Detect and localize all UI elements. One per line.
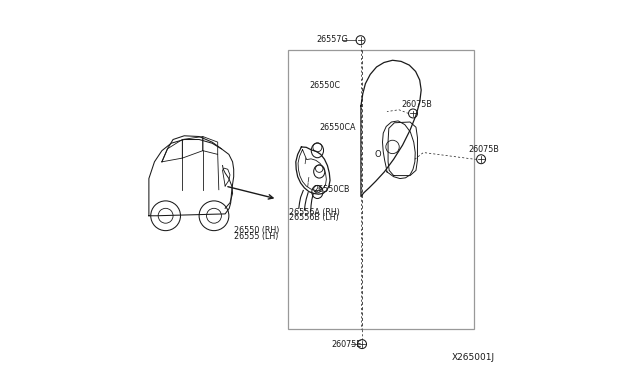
Text: 26075B: 26075B [468, 145, 500, 154]
Text: O: O [374, 150, 381, 159]
Text: 26555 (LH): 26555 (LH) [234, 232, 279, 241]
Text: 26075E: 26075E [331, 340, 362, 349]
Bar [289, 50, 474, 329]
Text: 26550CB: 26550CB [314, 185, 350, 194]
Text: 26550 (RH): 26550 (RH) [234, 226, 280, 235]
Text: 26557G: 26557G [316, 35, 348, 44]
Text: X265001J: X265001J [452, 353, 495, 362]
Text: 26550C: 26550C [310, 81, 340, 90]
Text: 26075B: 26075B [401, 100, 432, 109]
Text: 26556A (RH): 26556A (RH) [289, 208, 340, 217]
Text: 26550CA: 26550CA [319, 123, 356, 132]
Text: 26556B (LH): 26556B (LH) [289, 213, 339, 222]
